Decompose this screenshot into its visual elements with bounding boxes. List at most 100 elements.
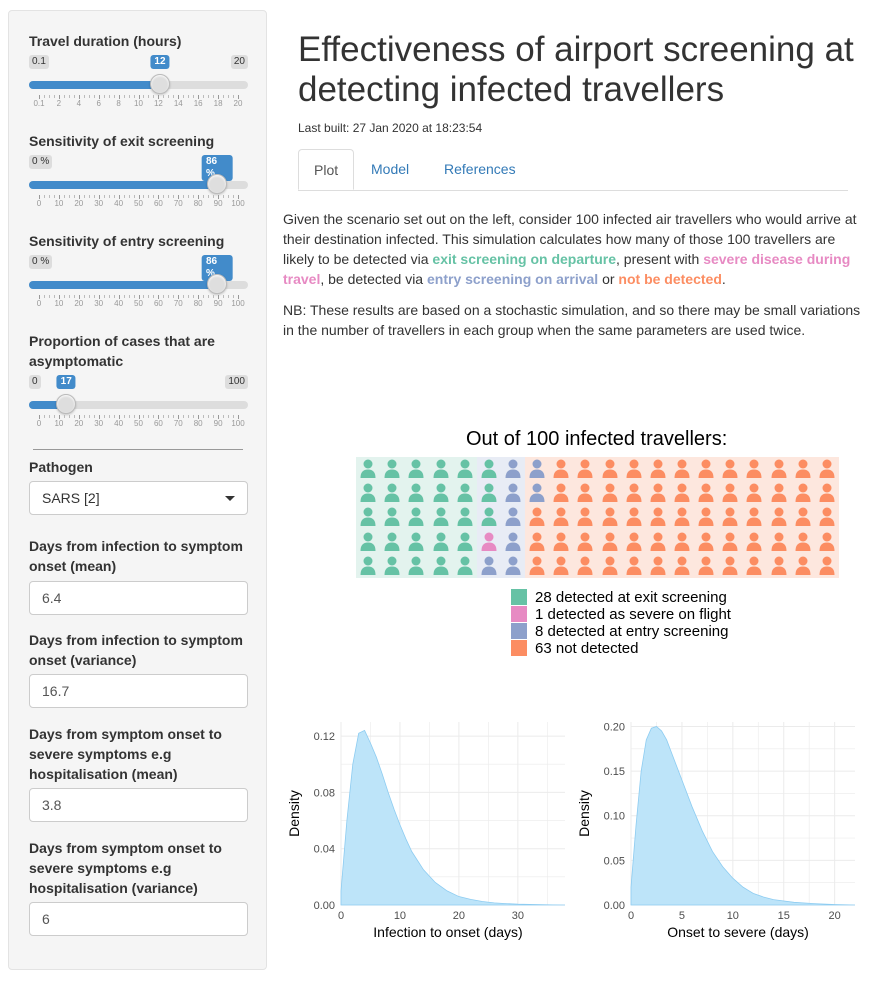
intro-text: , present with [616,251,704,267]
y-tick-label: 0.20 [604,721,625,733]
slider-thumb[interactable] [149,74,170,94]
slider-tick-label: 0.1 [33,99,45,108]
person-icon [746,507,766,529]
slider-tick [213,195,215,198]
slider-tick-label: 30 [94,419,104,428]
slider-tick-label: 10 [54,419,64,428]
slider-tick [48,95,50,98]
x-tick-label: 0 [338,910,344,922]
tab-references[interactable]: References [444,161,516,177]
slider-tick [183,295,185,298]
slider-tick [68,195,70,198]
person-icon [819,556,839,578]
sidebar-divider [33,449,243,450]
person-icon [505,507,525,529]
person-icon [408,532,428,554]
person-icon [698,483,718,505]
slider-tick [63,295,65,298]
y-tick-label: 0.05 [604,855,625,867]
slider-tick-label: 70 [173,199,183,208]
severe-mean-input[interactable] [29,788,248,822]
slider-thumb[interactable] [56,394,77,414]
slider-tick [108,295,110,298]
slider-min-label: 0 [29,375,41,389]
person-icon [602,532,622,554]
slider-tick-label: 100 [231,299,245,308]
slider-tick [53,195,55,198]
x-tick-label: 15 [778,910,790,922]
intro-text: or [598,271,619,287]
slider-thumb[interactable] [207,174,228,194]
x-tick-label: 0 [628,910,634,922]
label-line: hospitalisation (mean) [29,766,178,782]
incubation-mean-input[interactable] [29,581,248,615]
slider-tick [53,295,55,298]
density-area [630,726,856,906]
slider-tick [98,415,100,419]
slider-tick [203,95,205,98]
slider-tick-label: 90 [213,299,223,308]
tab-plot[interactable]: Plot [298,149,355,190]
slider-tick [198,415,200,419]
slider-tick [198,295,200,299]
slider-tick [188,415,190,418]
tab-model[interactable]: Model [371,161,410,177]
slider-tick [103,195,105,198]
slider-tick [138,95,140,99]
slider-tick [83,195,85,198]
label-line: Days from symptom onset to [29,726,222,742]
travel-duration-slider[interactable]: 0.1 20 12 0.1 2 4 6 8 10 12 14 16 18 20 [29,55,248,108]
slider-tick [163,295,165,298]
slider-tick [73,195,75,198]
severe-variance-input[interactable] [29,902,248,936]
slider-tick [228,95,230,98]
slider-tick [78,295,80,299]
slider-tick [68,95,70,98]
entry-sensitivity-slider[interactable]: 0 % 86 % 0 10 20 30 40 50 60 70 80 90 100 [29,255,248,308]
slider-tick [188,195,190,198]
slider-tick [43,295,45,298]
pathogen-select-value: SARS [2] [42,490,100,506]
waffle-legend: 28 detected at exit screening 1 detected… [511,589,731,657]
person-icon [722,507,742,529]
slider-tick [163,95,165,98]
slider-tick-label: 16 [193,99,203,108]
slider-tick [39,415,40,419]
legend-label: 28 detected at exit screening [535,589,727,606]
slider-tick [78,415,80,419]
slider-tick [203,415,205,418]
slider-tick [98,195,100,199]
slider-tick [193,415,195,418]
legend-swatch [511,623,527,639]
person-icon [746,483,766,505]
slider-fill [29,181,218,189]
incubation-mean-label: Days from infection to symptom onset (me… [29,536,243,576]
asymptomatic-slider[interactable]: 0 100 17 0 10 20 30 40 50 60 70 80 90 100 [29,375,248,428]
person-icon [408,507,428,529]
exit-sensitivity-slider[interactable]: 0 % 86 % 0 10 20 30 40 50 60 70 80 90 100 [29,155,248,208]
slider-fill [29,401,67,409]
slider-tick [228,415,230,418]
slider-tick [48,415,50,418]
label-line: severe symptoms e.g [29,746,172,762]
slider-tick [218,415,220,419]
slider-track[interactable] [29,401,248,409]
person-icon [360,507,380,529]
pathogen-select[interactable]: SARS [2] [29,481,248,515]
person-icon [577,532,597,554]
slider-tick [183,195,185,198]
legend-item: 8 detected at entry screening [511,623,731,640]
legend-label: 8 detected at entry screening [535,623,729,640]
slider-tick [83,295,85,298]
person-icon [746,532,766,554]
slider-tick [143,195,145,198]
slider-fill [29,81,160,89]
slider-thumb[interactable] [207,274,228,294]
incubation-variance-input[interactable] [29,674,248,708]
person-icon [771,532,791,554]
person-icon [722,556,742,578]
slider-tick [238,195,239,199]
slider-tick [53,415,55,418]
person-icon [384,556,404,578]
slider-tick [168,295,170,298]
